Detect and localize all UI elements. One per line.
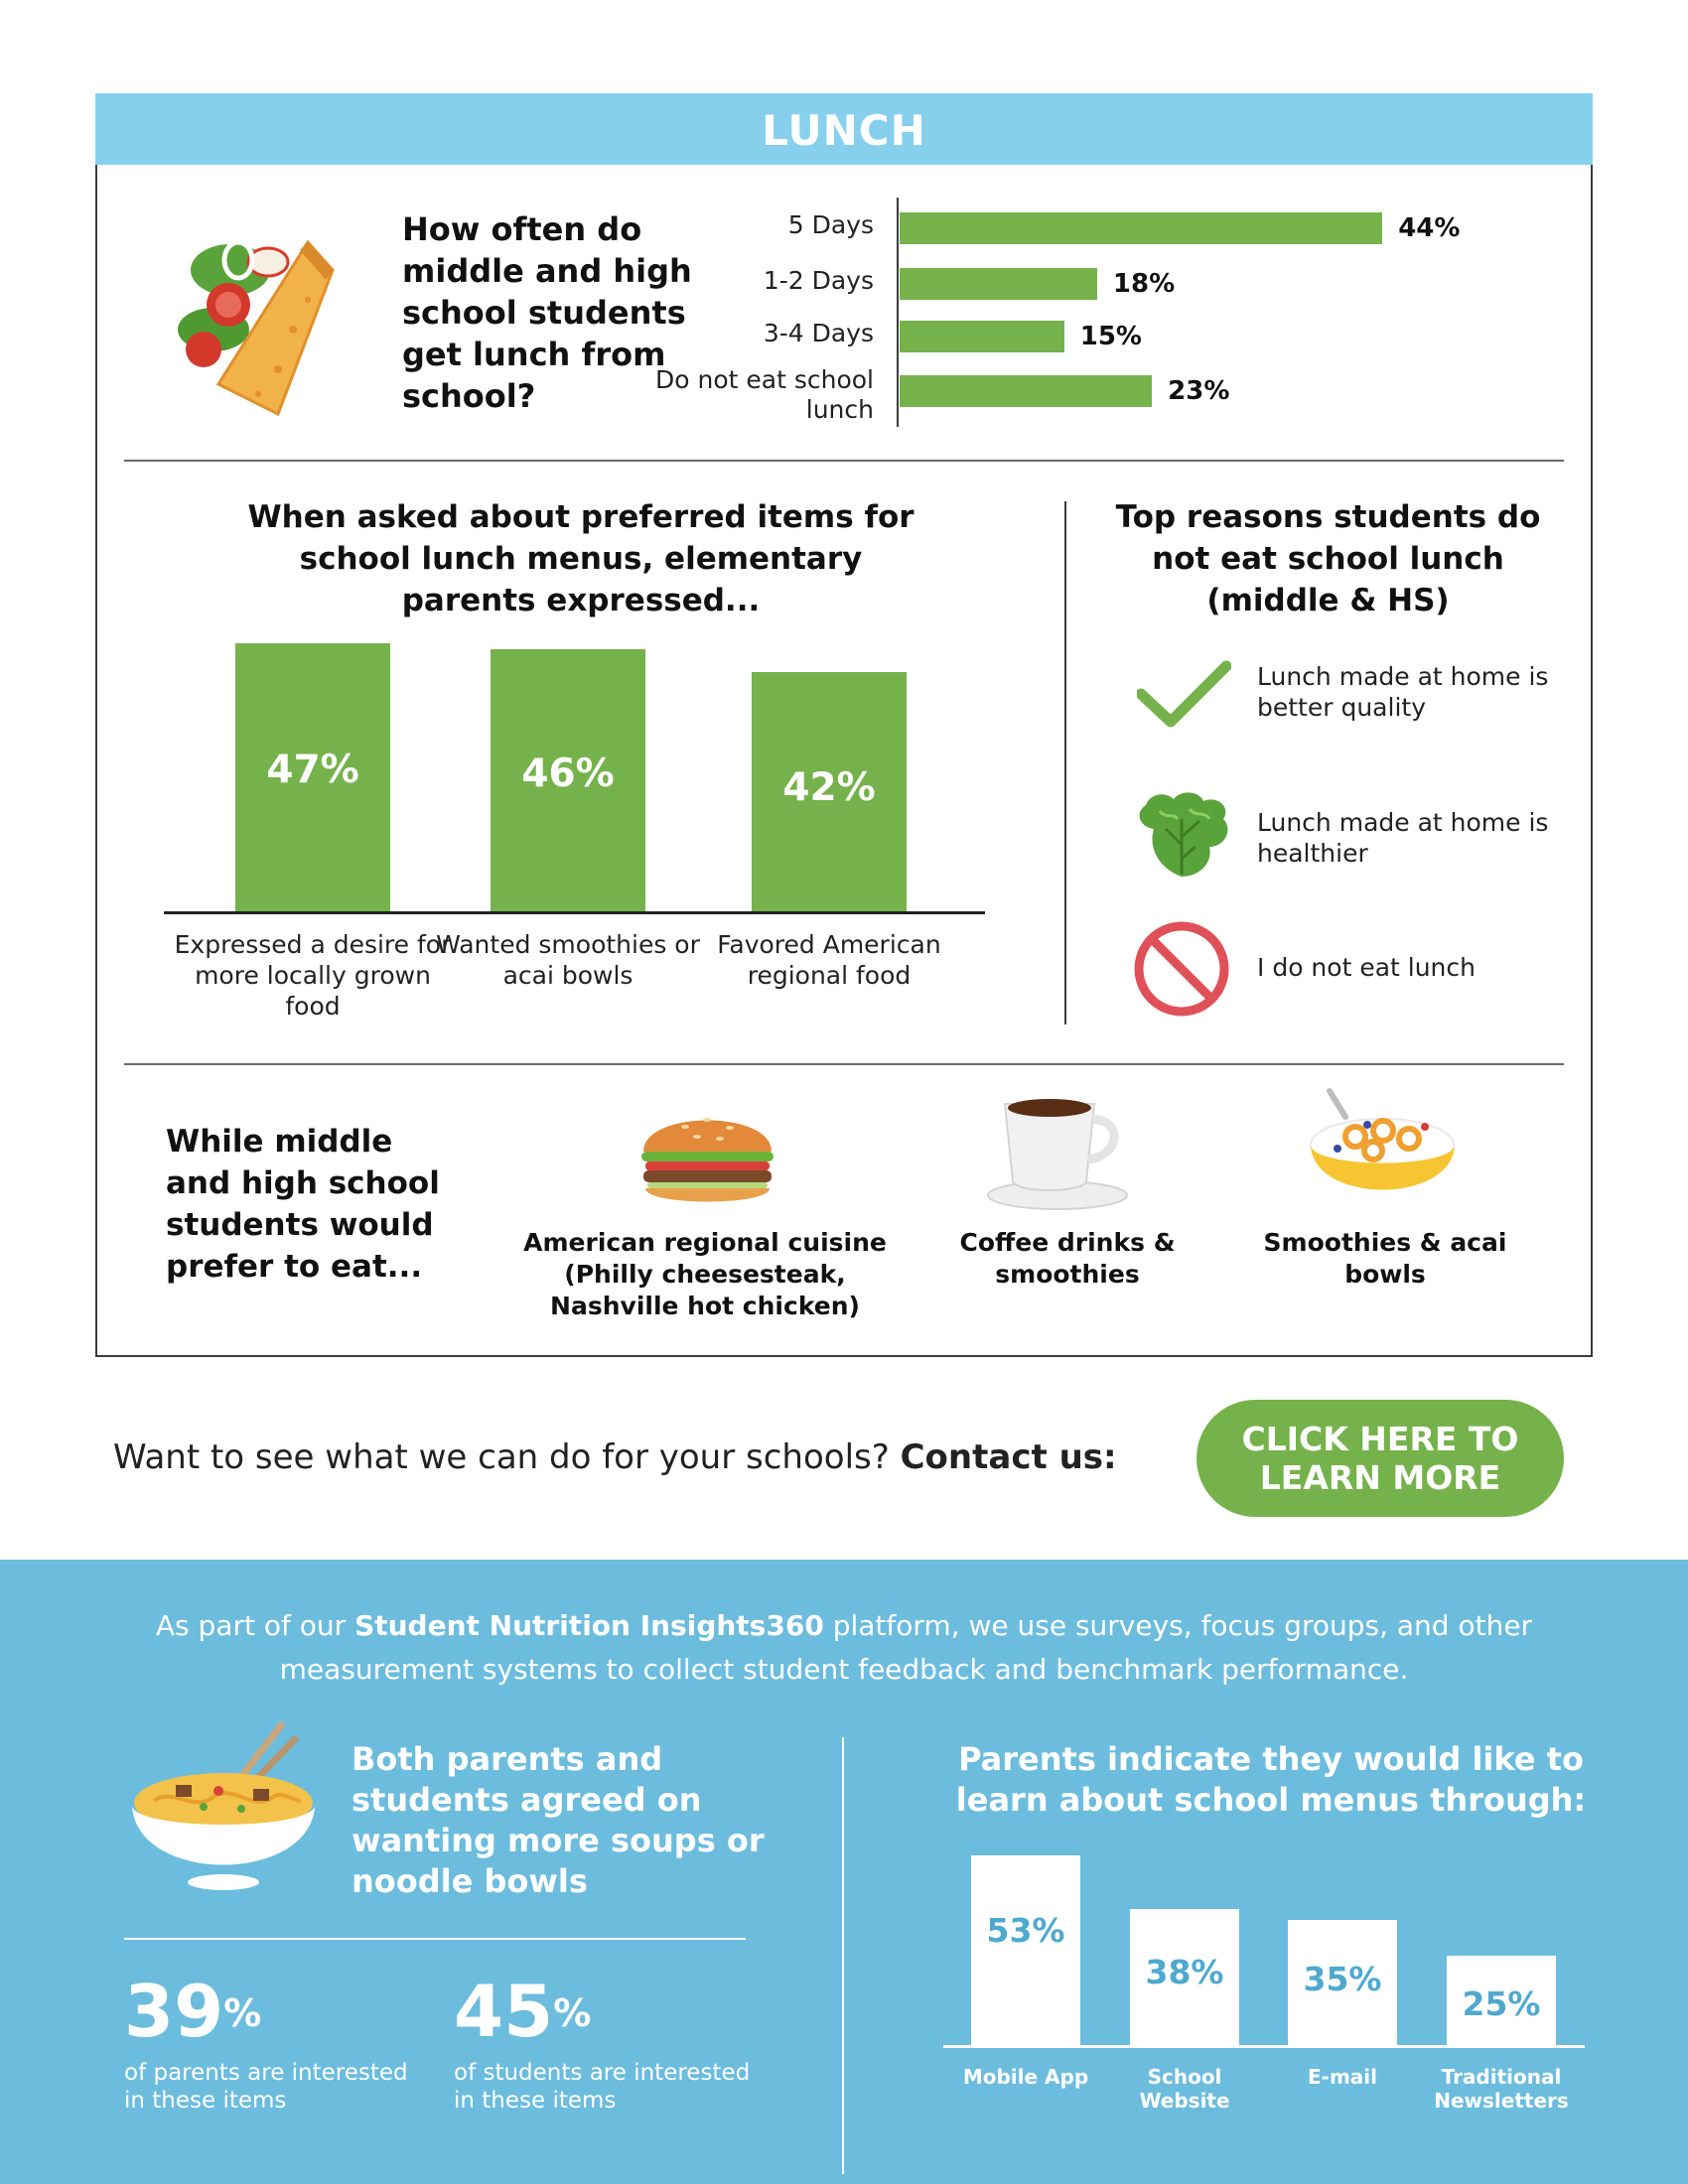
bar-category-label: 1-2 Days [763,266,874,295]
bar-category-label: E-mail [1307,2065,1377,2089]
students-stat-suffix: % [553,1991,592,2035]
students-stat-value: 45% [454,1976,591,2047]
bar-value-label: 53% [986,1911,1065,1951]
bar [900,212,1383,244]
cta-question: Want to see what we can do for your scho… [113,1437,890,1477]
parents-stat-suffix: % [223,1991,262,2035]
prefer-caption: Smoothies & acai bowls [1263,1228,1507,1289]
checkmark-icon [1137,660,1231,728]
bar [900,268,1097,300]
frequency-question: How often do middle and high school stud… [402,210,692,415]
bar [900,375,1153,407]
parents-stat-number: 39 [124,1970,224,2053]
parents-stat-label: of parents are interested in these items [124,2060,408,2114]
cta-contact: Contact us: [900,1437,1117,1477]
parents-stat-value: 39% [124,1976,261,2047]
bar [1447,1956,1556,2045]
intro-post: platform, we use surveys, focus groups, … [279,1609,1533,1686]
reason-text: Lunch made at home is healthier [1257,808,1549,868]
bar-category-label: 3-4 Days [763,319,874,347]
vbar-baseline [164,911,985,914]
cta-text: Want to see what we can do for your scho… [113,1437,1117,1477]
channels-title: Parents indicate they would like to lear… [955,1740,1587,1819]
prefer-caption: Coffee drinks & smoothies [959,1228,1176,1289]
bar [1130,1909,1239,2045]
lunch-header: LUNCH [95,93,1593,165]
hbar-axis [897,198,899,427]
bar-value-label: 42% [782,764,876,810]
section-divider [124,460,1564,462]
burger-icon [641,1118,774,1202]
reasons-title: Top reasons students do not eat school l… [1115,499,1541,618]
bar [491,648,645,911]
noodle-bowl-icon [132,1721,315,1890]
bar-category-label: 5 Days [787,210,874,239]
section-divider [124,1063,1564,1065]
prefer-caption: American regional cuisine (Philly cheese… [523,1228,887,1320]
bar-category-label: Mobile App [962,2065,1089,2089]
prohibited-icon [1134,921,1229,1017]
bar-category-label: Wanted smoothies or acai bowls [436,930,700,990]
preferred-title: When asked about preferred items for sch… [247,499,914,618]
learn-more-button-line1: CLICK HERE TO [1241,1420,1519,1458]
prefer-title: While middle and high school students wo… [166,1124,440,1285]
bar-value-label: 44% [1398,213,1461,243]
bar-value-label: 38% [1145,1952,1224,1991]
sandwich-icon [178,239,335,417]
bar-category-label: Expressed a desire for more locally grow… [174,930,452,1021]
cereal-bowl-icon [1310,1088,1455,1190]
channels-baseline [943,2045,1585,2048]
bar-category-label: Do not eat school lunch [655,365,874,424]
footer-panel [0,1560,1688,2184]
students-stat-label: of students are interested in these item… [454,2060,751,2114]
bar-category-label: Favored American regional food [717,930,941,990]
bar [235,642,390,911]
learn-more-button[interactable]: CLICK HERE TO LEARN MORE [1196,1400,1564,1517]
intro-brand: Student Nutrition Insights360 [354,1609,824,1642]
column-divider [1064,501,1066,1024]
coffee-cup-icon [987,1099,1128,1210]
bar-value-label: 46% [521,751,615,796]
soups-divider [124,1938,746,1940]
bar [900,321,1064,352]
bar-value-label: 25% [1462,1983,1541,2023]
lettuce-icon [1139,792,1228,877]
reason-text: Lunch made at home is better quality [1257,662,1549,722]
bar-value-label: 35% [1303,1960,1382,1999]
soups-title: Both parents and students agreed on want… [352,1740,765,1900]
bar [752,671,907,911]
bar [1288,1920,1397,2045]
bar-category-label: School Website [1139,2065,1230,2113]
bar-value-label: 23% [1168,376,1230,406]
intro-pre: As part of our [155,1609,347,1642]
students-stat-number: 45 [454,1970,554,2053]
bar-value-label: 15% [1079,322,1142,351]
bar [971,1855,1080,2045]
footer-column-divider [842,1737,844,2174]
footer-intro: As part of our Student Nutrition Insight… [89,1604,1599,1692]
bar-category-label: Traditional Newsletters [1434,2065,1569,2113]
reason-text: I do not eat lunch [1257,953,1476,982]
bar-value-label: 18% [1112,269,1176,299]
learn-more-button-line2: LEARN MORE [1259,1458,1501,1497]
bar-value-label: 47% [266,748,359,793]
